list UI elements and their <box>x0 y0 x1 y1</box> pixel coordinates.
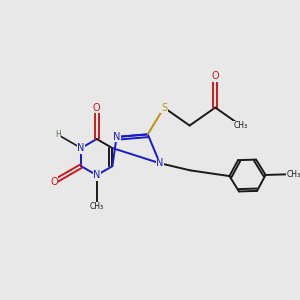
Text: N: N <box>93 170 100 180</box>
Text: S: S <box>161 103 167 112</box>
Text: N: N <box>77 143 85 153</box>
Text: N: N <box>156 158 164 168</box>
Text: CH₃: CH₃ <box>234 121 248 130</box>
Text: O: O <box>212 71 219 81</box>
Text: H: H <box>55 130 61 139</box>
Text: CH₃: CH₃ <box>90 202 104 211</box>
Text: N: N <box>113 132 120 142</box>
Text: O: O <box>50 177 58 187</box>
Text: CH₃: CH₃ <box>287 169 300 178</box>
Text: O: O <box>93 103 100 113</box>
